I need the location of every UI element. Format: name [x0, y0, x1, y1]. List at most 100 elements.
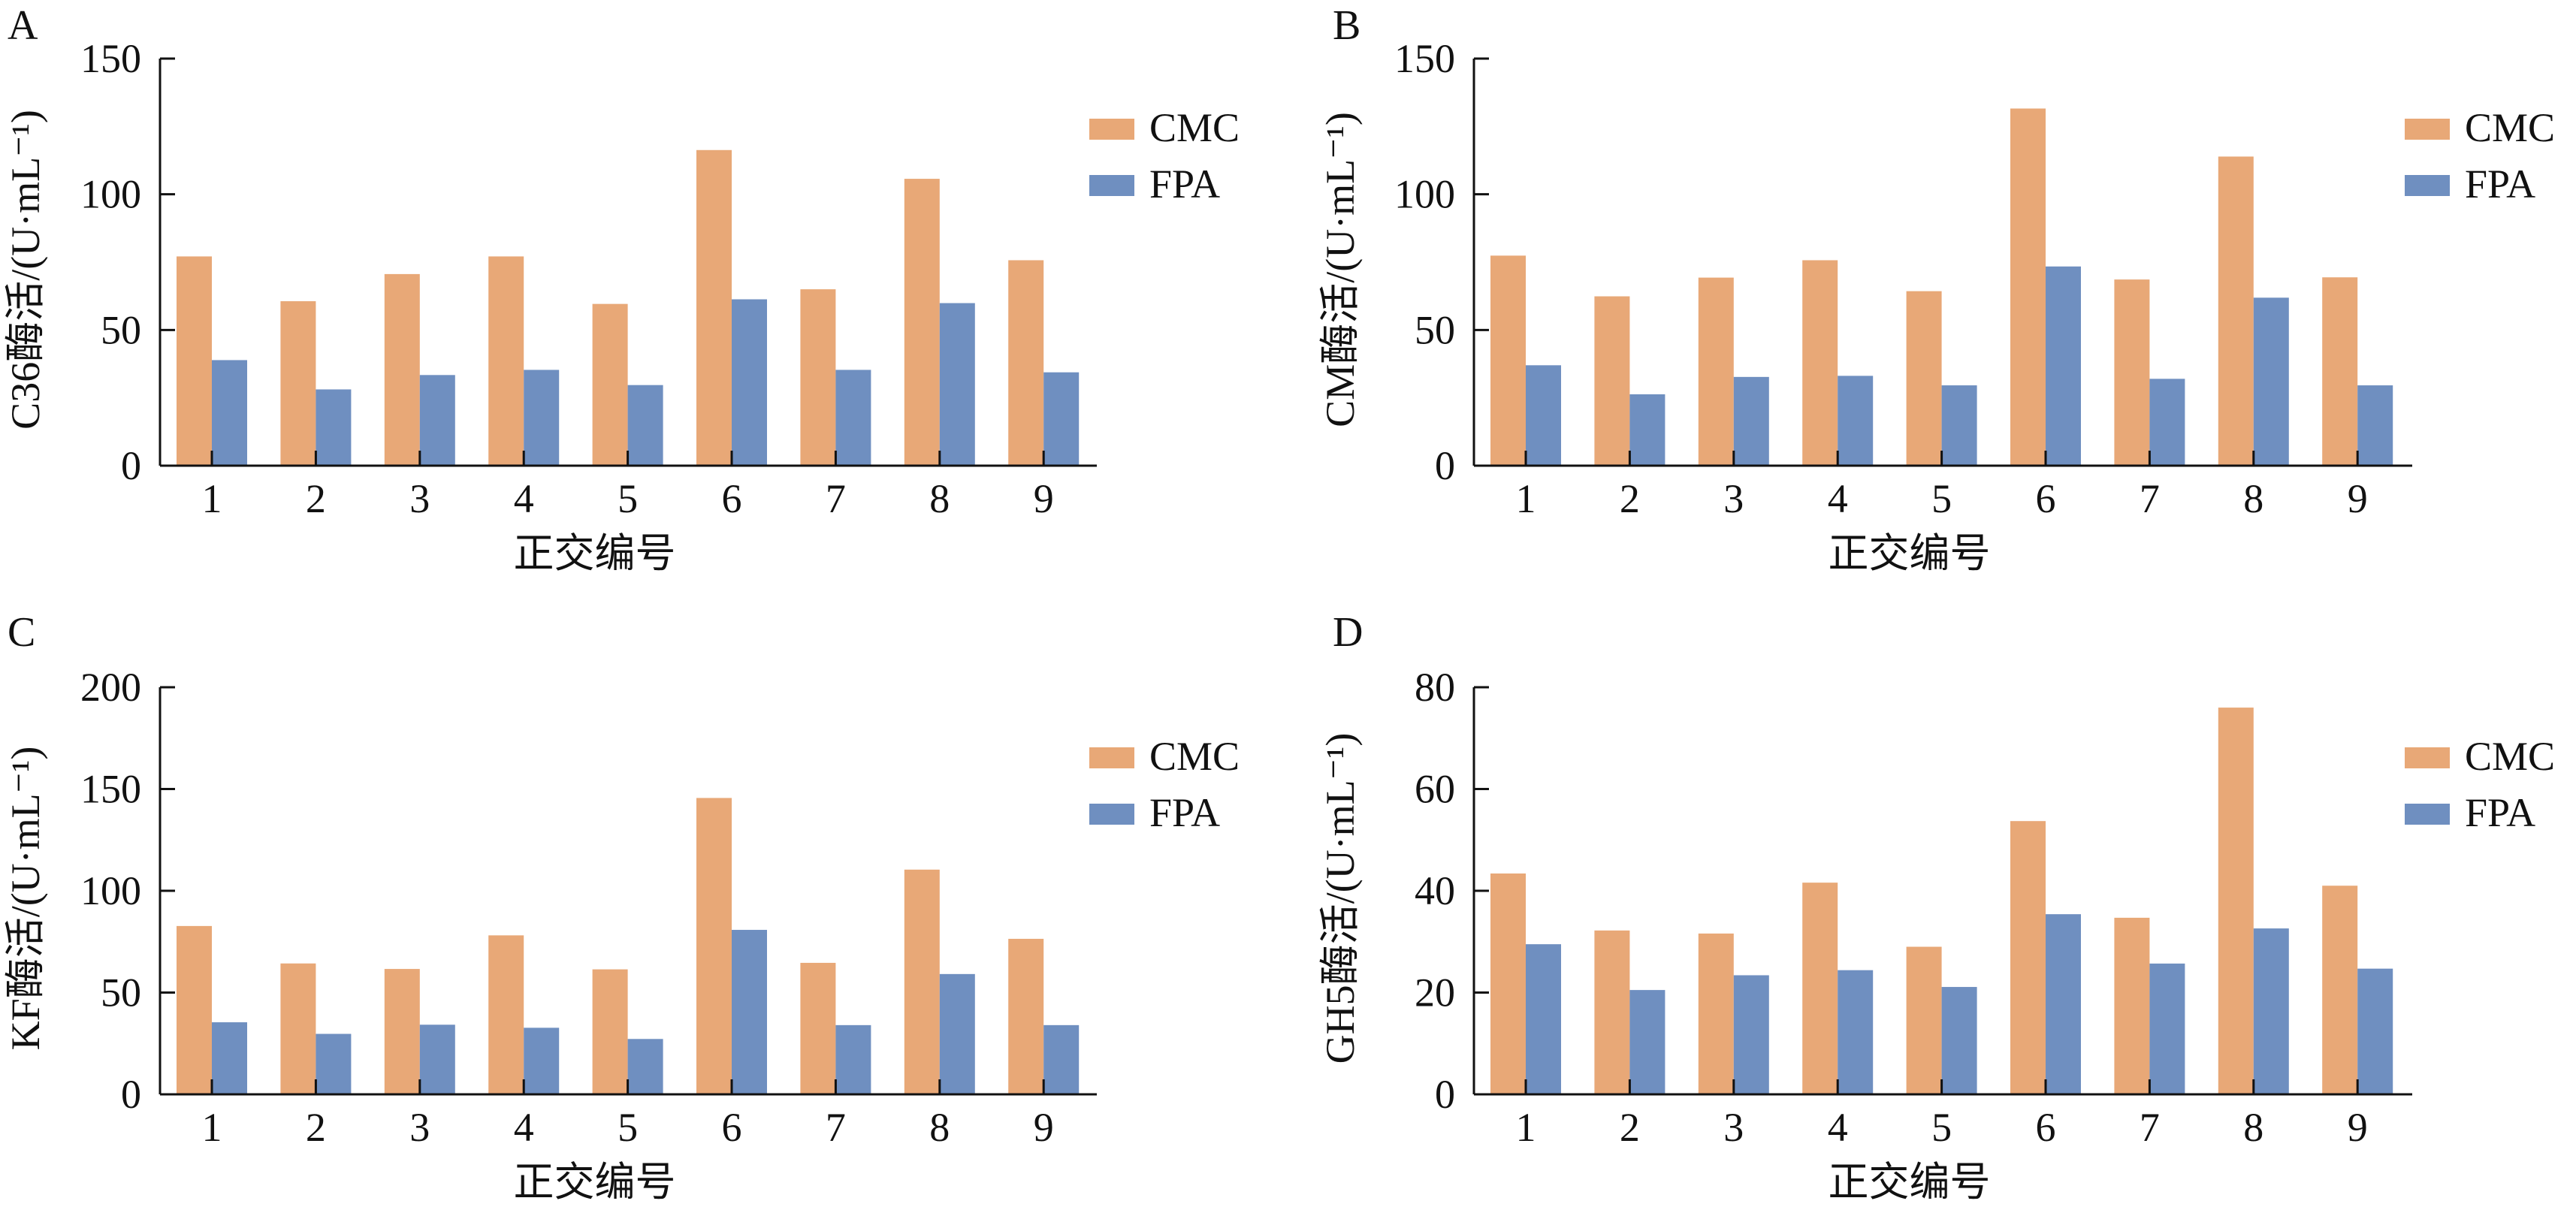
bar-fpa-4 [524, 1027, 560, 1094]
x-tick-label: 6 [2036, 1105, 2056, 1150]
legend-label-fpa: FPA [2465, 790, 2535, 835]
y-tick-label: 150 [1394, 36, 1455, 81]
y-tick-label: 0 [121, 443, 141, 488]
bar-fpa-4 [524, 370, 560, 466]
bar-fpa-8 [939, 303, 975, 466]
x-tick-label: 9 [2348, 476, 2368, 521]
y-tick-label: 200 [80, 665, 141, 710]
bar-fpa-5 [1941, 987, 1977, 1094]
x-tick-label: 3 [1723, 1105, 1744, 1150]
legend-label-cmc: CMC [2465, 105, 2555, 150]
bar-cmc-7 [800, 962, 836, 1094]
x-tick-label: 3 [1723, 476, 1744, 521]
bar-fpa-1 [212, 1022, 247, 1094]
bar-cmc-6 [696, 149, 732, 466]
bar-cmc-1 [177, 256, 212, 466]
panel-b: B 0 50 100 150 1 2 3 4 5 6 7 8 9 正交编号 CM酶活/(U·mL⁻¹) CMC F… [1318, 2, 2555, 576]
bar-cmc-6 [2010, 108, 2046, 466]
panel-letter: A [8, 2, 38, 49]
y-axis-label: CM酶活/(U·mL⁻¹) [1318, 112, 1363, 427]
bar-cmc-3 [1698, 277, 1734, 466]
bar-cmc-9 [1008, 260, 1044, 466]
bar-fpa-3 [419, 375, 455, 466]
bar-fpa-2 [316, 1033, 352, 1094]
y-tick-label: 100 [80, 868, 141, 913]
x-tick-label: 5 [1931, 476, 1952, 521]
bar-cmc-4 [488, 256, 524, 466]
bar-fpa-4 [1838, 376, 1874, 466]
y-tick-label: 20 [1415, 970, 1455, 1015]
y-tick-label: 60 [1415, 767, 1455, 812]
bar-cmc-1 [1490, 873, 1526, 1094]
y-tick-label: 40 [1415, 868, 1455, 913]
x-tick-label: 7 [826, 1105, 846, 1150]
bar-fpa-2 [316, 389, 352, 466]
panel-letter: D [1333, 609, 1363, 656]
x-tick-label: 7 [826, 476, 846, 521]
y-tick-label: 100 [80, 172, 141, 217]
bar-fpa-1 [212, 360, 247, 466]
x-tick-label: 1 [202, 1105, 222, 1150]
legend-swatch-cmc [1089, 747, 1134, 768]
bar-fpa-9 [1043, 1024, 1080, 1094]
panel-d: D 0 20 40 60 80 1 2 3 4 5 6 7 8 9 正交编号 GH5酶活/(U·mL⁻¹) CMC… [1318, 609, 2555, 1205]
bar-cmc-1 [177, 925, 212, 1094]
bar-cmc-8 [2218, 156, 2254, 466]
x-tick-label: 3 [409, 1105, 430, 1150]
x-tick-label: 1 [1516, 476, 1536, 521]
bar-cmc-5 [592, 303, 628, 466]
bar-cmc-3 [384, 273, 420, 466]
bar-fpa-2 [1629, 394, 1665, 466]
bar-cmc-3 [1698, 933, 1734, 1094]
legend-swatch-cmc [1089, 119, 1134, 140]
y-tick-label: 0 [1435, 443, 1455, 488]
y-tick-label: 100 [1394, 172, 1455, 217]
x-axis-label: 正交编号 [1829, 531, 1991, 576]
bar-fpa-9 [2357, 968, 2393, 1094]
bar-cmc-9 [2322, 277, 2358, 466]
bar-cmc-5 [1906, 291, 1942, 466]
x-tick-label: 6 [2036, 476, 2056, 521]
legend-swatch-fpa [1089, 175, 1134, 196]
x-tick-label: 6 [722, 476, 742, 521]
bar-cmc-4 [1802, 260, 1838, 466]
panel-letter: B [1333, 2, 1360, 49]
bar-fpa-2 [1629, 990, 1665, 1094]
x-tick-label: 6 [722, 1105, 742, 1150]
bar-fpa-8 [2253, 928, 2289, 1094]
x-tick-label: 2 [306, 476, 326, 521]
panel-c: C 0 50 100 150 200 1 2 3 4 5 6 7 8 9 正交编号 KF酶活/(U·mL⁻¹) C… [3, 609, 1240, 1205]
panel-letter: C [8, 609, 35, 656]
bar-fpa-9 [2357, 385, 2393, 466]
x-tick-label: 4 [1828, 1105, 1848, 1150]
legend-swatch-fpa [1089, 804, 1134, 825]
bar-fpa-7 [2149, 379, 2185, 466]
bar-fpa-6 [2046, 914, 2081, 1094]
bar-cmc-8 [904, 869, 940, 1094]
bar-fpa-9 [1043, 372, 1080, 466]
bar-cmc-9 [2322, 886, 2358, 1094]
bar-cmc-2 [280, 963, 316, 1094]
y-axis-label: C36酶活/(U·mL⁻¹) [3, 110, 48, 430]
bar-cmc-2 [280, 301, 316, 466]
y-tick-label: 150 [80, 767, 141, 812]
x-axis-label: 正交编号 [1829, 1160, 1991, 1205]
y-axis-label: KF酶活/(U·mL⁻¹) [3, 747, 48, 1051]
legend-label-fpa: FPA [2465, 161, 2535, 207]
x-tick-label: 4 [514, 476, 534, 521]
legend-swatch-fpa [2405, 175, 2450, 196]
x-axis-label: 正交编号 [514, 1160, 676, 1205]
bar-cmc-3 [384, 969, 420, 1094]
x-tick-label: 9 [1034, 476, 1054, 521]
bar-fpa-1 [1526, 365, 1561, 466]
legend-label-cmc: CMC [2465, 734, 2555, 779]
x-tick-label: 5 [618, 1105, 638, 1150]
x-tick-label: 7 [2140, 476, 2160, 521]
x-tick-label: 2 [306, 1105, 326, 1150]
y-tick-label: 150 [80, 36, 141, 81]
bar-cmc-4 [488, 935, 524, 1094]
x-tick-label: 7 [2140, 1105, 2160, 1150]
bar-fpa-5 [1941, 385, 1977, 466]
bar-fpa-7 [835, 370, 871, 466]
x-tick-label: 8 [2243, 476, 2263, 521]
